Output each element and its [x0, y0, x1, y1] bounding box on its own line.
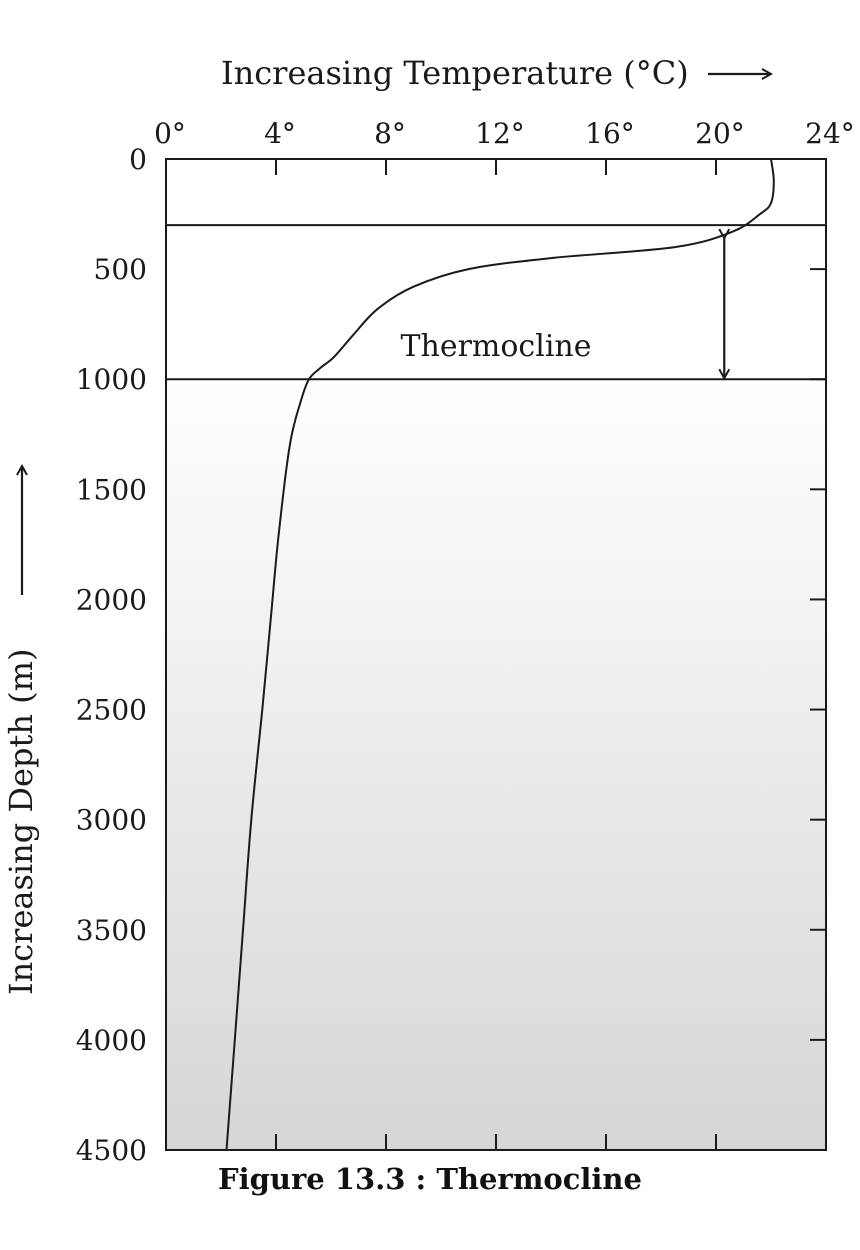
x-tick-label: 16° [585, 117, 635, 150]
x-tick-label: 20° [695, 117, 745, 150]
y-tick-label: 4500 [76, 1134, 147, 1167]
x-axis-title: Increasing Temperature (°C) [221, 54, 689, 92]
y-axis-title: Increasing Depth (m) [2, 649, 40, 995]
y-tick-label: 1000 [76, 363, 147, 396]
y-ticks: 0 500 1000 1500 2000 2500 3000 3500 4000 4500 [76, 143, 826, 1167]
x-ticks: 0° 4° 8° 12° 16° 20° 24° [154, 117, 855, 1150]
thermocline-label: Thermocline [400, 329, 591, 364]
x-tick-label: 4° [264, 117, 296, 150]
x-tick-label: 0° [154, 117, 186, 150]
y-tick-label: 4000 [76, 1024, 147, 1057]
y-tick-label: 500 [94, 253, 147, 286]
x-tick-label: 8° [374, 117, 406, 150]
y-tick-label: 3500 [76, 914, 147, 947]
y-tick-label: 3000 [76, 804, 147, 837]
y-tick-label: 1500 [76, 473, 147, 506]
y-tick-label: 2000 [76, 583, 147, 616]
y-tick-label: 0 [129, 143, 147, 176]
plot-frame [165, 158, 827, 1151]
deep-water-background [166, 379, 826, 1150]
x-tick-label: 12° [475, 117, 525, 150]
y-tick-label: 2500 [76, 694, 147, 727]
temperature-curve [225, 158, 775, 1151]
x-tick-label: 24° [805, 117, 855, 150]
layer-boundaries [166, 224, 826, 381]
figure-caption: Figure 13.3 : Thermocline [218, 1162, 642, 1196]
